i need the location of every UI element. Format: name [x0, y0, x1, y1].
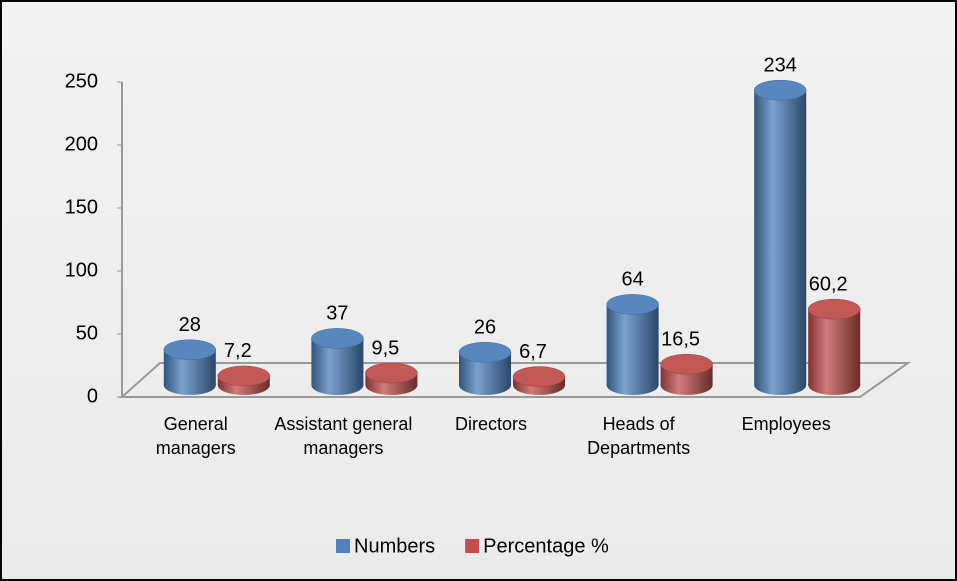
- data-label: 64: [621, 269, 643, 291]
- bar-base: [311, 375, 364, 395]
- bar-body: [754, 90, 807, 385]
- legend-label: Percentage %: [483, 535, 609, 557]
- y-tick-label: 0: [87, 385, 98, 407]
- data-label: 28: [179, 314, 201, 336]
- data-label: 6,7: [519, 341, 547, 363]
- bar: [217, 365, 271, 395]
- bar-base: [163, 375, 216, 395]
- data-label: 234: [764, 54, 797, 76]
- bar-base: [660, 375, 713, 395]
- bar-top: [512, 366, 566, 387]
- bar-top: [163, 339, 217, 360]
- bar-top: [365, 362, 418, 384]
- data-label: 60,2: [809, 273, 848, 295]
- x-tick-label: Directors: [454, 414, 527, 434]
- y-tick-label: 200: [65, 133, 98, 155]
- bar-base: [808, 375, 861, 395]
- bar: [606, 294, 659, 395]
- bar: [753, 79, 807, 395]
- bar: [311, 328, 364, 395]
- data-label: 37: [326, 303, 348, 325]
- data-label: 26: [474, 317, 496, 339]
- bar-base: [459, 375, 511, 395]
- bar-top: [660, 353, 713, 375]
- bar-top: [458, 341, 512, 363]
- bar: [365, 362, 418, 395]
- x-tick-label: Employees: [741, 414, 831, 434]
- bar: [512, 366, 566, 395]
- floor: [119, 362, 912, 398]
- x-tick-label: Heads of Departments: [587, 414, 691, 458]
- bar-top: [606, 294, 659, 315]
- bar: [660, 353, 713, 395]
- y-tick-label: 150: [65, 196, 98, 218]
- bar-top: [311, 328, 364, 349]
- bar: [163, 339, 217, 395]
- bar-top: [217, 365, 271, 387]
- bar-body: [606, 304, 659, 385]
- x-tick-label: Assistant general managers: [274, 414, 413, 458]
- data-label: 7,2: [224, 340, 252, 362]
- x-tick-label: General managers: [155, 414, 236, 458]
- bar-base: [606, 375, 659, 395]
- y-tick-label: 50: [76, 322, 98, 344]
- bar-body: [808, 309, 861, 385]
- bar-top: [807, 298, 861, 320]
- bar-top: [753, 79, 807, 101]
- legend-label: Numbers: [354, 535, 435, 557]
- bar-base: [754, 375, 807, 395]
- data-label: 16,5: [661, 328, 700, 350]
- legend-swatch: [465, 539, 480, 553]
- bar: [807, 298, 861, 395]
- data-label: 9,5: [371, 337, 399, 359]
- y-tick-label: 100: [65, 259, 98, 281]
- bar: [458, 341, 512, 395]
- y-tick-label: 250: [65, 70, 98, 92]
- legend-swatch: [336, 539, 350, 553]
